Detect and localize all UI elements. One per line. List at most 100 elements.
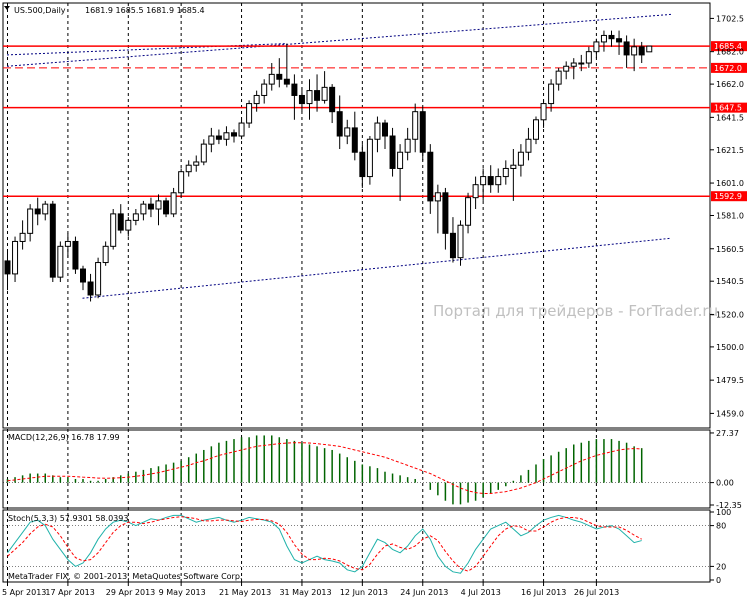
candle-body [231, 132, 237, 137]
price-level-tag-text: 1592.9 [714, 192, 742, 201]
price-level-tag-text: 1672.0 [714, 64, 742, 73]
candle-body [193, 161, 200, 166]
candle-body [457, 224, 464, 259]
price-tick-label: 1560.5 [716, 245, 744, 254]
trend-line [82, 237, 672, 299]
candle-body [359, 151, 366, 178]
stoch-main-line [7, 514, 642, 574]
candle-body [510, 164, 517, 169]
candle-body [132, 213, 139, 221]
macd-signal-line [7, 442, 642, 494]
candle-body [472, 184, 479, 199]
price-level-tag [711, 62, 747, 73]
candle-body [374, 122, 381, 140]
date-tick-label: 12 Jun 2013 [340, 588, 388, 597]
stoch-label: Stoch(5,3,3) 57.9301 58.0393 [8, 514, 128, 523]
dropdown-triangle-icon[interactable] [4, 6, 10, 10]
price-tick-label: 1601.0 [716, 179, 744, 188]
candle-body [208, 135, 215, 145]
candle-body [215, 135, 222, 140]
candle-body [246, 103, 253, 124]
stoch-tick-label: 80 [716, 522, 726, 531]
candle-body [616, 38, 623, 43]
price-tick-label: 1520.0 [716, 310, 744, 319]
ohlc-label: 1681.9 1685.5 1681.9 1685.4 [85, 6, 205, 15]
candle-body [533, 119, 539, 140]
candle-body [525, 138, 532, 153]
stoch-tick-label: 0 [716, 576, 721, 585]
candle-body [64, 240, 71, 247]
candle-body [102, 245, 109, 264]
candle-body [238, 122, 245, 137]
date-tick-label: 17 Apr 2013 [45, 588, 94, 597]
date-tick-label: 5 Apr 2013 [2, 588, 46, 597]
candle-body [548, 83, 555, 105]
candle-body [253, 94, 260, 105]
candle-body [389, 135, 396, 169]
candle-body [336, 111, 343, 137]
candle-body [95, 262, 102, 296]
candle-body [646, 45, 653, 53]
price-tick-label: 1500.0 [716, 343, 744, 352]
candle-body [291, 83, 298, 96]
candle-body [261, 83, 268, 96]
candle-body [397, 151, 404, 169]
candle-body [555, 70, 562, 85]
price-level-tag [711, 102, 747, 113]
symbol-label: US.500,Daily [14, 6, 66, 15]
date-tick-label: 29 Apr 2013 [106, 588, 155, 597]
price-tick-label: 1479.5 [716, 376, 744, 385]
candle-body [283, 78, 290, 85]
candle-body [306, 90, 313, 105]
trend-line [6, 43, 287, 56]
price-level-tag [711, 191, 747, 202]
candle-body [608, 34, 615, 40]
candle-body [502, 167, 509, 178]
watermark-text: Портал для трейдеров - ForTrader.ru [433, 302, 718, 320]
candle-body [80, 268, 86, 283]
candle-body [19, 232, 26, 242]
price-tick-label: 1621.5 [716, 146, 744, 155]
price-tick-label: 1702.5 [716, 14, 744, 23]
candle-body [298, 94, 305, 105]
price-tick-label: 1641.5 [716, 113, 744, 122]
candle-body [563, 65, 570, 72]
candle-body [170, 192, 177, 215]
macd-tick-label: 0.00 [716, 479, 734, 488]
candle-body [495, 176, 502, 186]
candle-body [34, 208, 41, 215]
candle-body [4, 260, 11, 275]
candle-body [578, 62, 585, 65]
candle-body [517, 151, 524, 166]
candle-body [434, 192, 441, 202]
candle-body [329, 86, 336, 113]
candle-body [185, 164, 192, 173]
macd-tick-label: -12.35 [716, 501, 742, 510]
price-tick-label: 1540.5 [716, 277, 744, 286]
macd-tick-label: 27.37 [716, 429, 739, 438]
copyright-text: MetaTrader FIX, © 2001-2013, MetaQuotes … [8, 572, 242, 581]
candle-body [155, 200, 162, 210]
candle-body [487, 176, 494, 186]
price-tick-label: 1682.0 [716, 48, 744, 57]
price-tick-label: 1662.0 [716, 80, 744, 89]
candle-body [366, 138, 373, 178]
date-tick-label: 9 May 2013 [159, 588, 206, 597]
candle-body [449, 232, 456, 259]
candle-body [442, 192, 449, 234]
candle-body [140, 203, 147, 215]
candle-body [200, 143, 207, 163]
price-tick-label: 1459.0 [716, 409, 744, 418]
candle-body [593, 41, 600, 53]
candle-body [178, 171, 185, 194]
date-tick-label: 31 May 2013 [279, 588, 331, 597]
candle-body [540, 103, 547, 121]
candle-body [412, 111, 419, 140]
trend-line [6, 13, 672, 67]
price-tick-label: 1581.0 [716, 212, 744, 221]
stoch-pane-frame [2, 509, 711, 583]
candle-body [321, 86, 328, 101]
candle-body [623, 41, 630, 56]
